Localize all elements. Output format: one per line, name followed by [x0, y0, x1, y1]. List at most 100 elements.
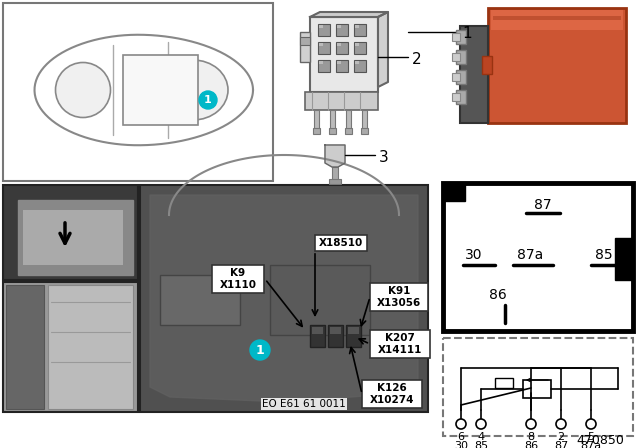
- Bar: [330, 110, 335, 132]
- Ellipse shape: [56, 63, 111, 117]
- Bar: [443, 183, 465, 201]
- Text: 85: 85: [474, 441, 488, 448]
- Text: 1: 1: [462, 26, 472, 42]
- Bar: [328, 325, 343, 347]
- Bar: [3, 3, 273, 181]
- Bar: [615, 238, 633, 280]
- Circle shape: [556, 419, 566, 429]
- Text: 5: 5: [588, 432, 595, 442]
- Bar: [23, 210, 123, 265]
- Bar: [456, 30, 466, 44]
- Bar: [305, 92, 378, 110]
- Bar: [443, 183, 633, 331]
- Bar: [491, 10, 623, 30]
- Bar: [313, 128, 320, 134]
- Polygon shape: [18, 200, 133, 275]
- Bar: [523, 380, 551, 398]
- Bar: [123, 55, 198, 125]
- Bar: [493, 16, 621, 20]
- Circle shape: [250, 340, 270, 360]
- Text: 6: 6: [458, 432, 465, 442]
- Bar: [318, 24, 330, 36]
- Bar: [345, 128, 352, 134]
- Bar: [346, 110, 351, 132]
- Bar: [370, 330, 430, 358]
- Bar: [355, 25, 359, 28]
- Bar: [212, 265, 264, 293]
- Bar: [354, 24, 366, 36]
- Bar: [48, 285, 133, 409]
- Text: 2: 2: [557, 432, 564, 442]
- Bar: [495, 378, 513, 388]
- Bar: [318, 42, 330, 54]
- Bar: [456, 70, 466, 84]
- Bar: [329, 179, 341, 184]
- Bar: [443, 338, 633, 436]
- Text: 86: 86: [524, 441, 538, 448]
- Bar: [270, 265, 370, 335]
- Text: 87: 87: [554, 441, 568, 448]
- Text: 30: 30: [465, 248, 483, 262]
- Text: 85: 85: [595, 248, 612, 262]
- Polygon shape: [325, 145, 345, 167]
- Bar: [362, 110, 367, 132]
- Circle shape: [199, 91, 217, 109]
- Bar: [310, 325, 325, 347]
- Polygon shape: [378, 12, 388, 87]
- Text: 87a: 87a: [580, 441, 602, 448]
- Bar: [310, 17, 378, 92]
- Bar: [315, 235, 367, 251]
- Text: 86: 86: [489, 288, 507, 302]
- Bar: [329, 128, 336, 134]
- Text: 8: 8: [527, 432, 534, 442]
- Text: 30: 30: [454, 441, 468, 448]
- Bar: [300, 37, 310, 45]
- Text: X18510: X18510: [319, 238, 363, 248]
- Bar: [3, 282, 138, 412]
- Bar: [346, 325, 361, 347]
- Bar: [456, 50, 466, 64]
- Text: K91
X13056: K91 X13056: [377, 286, 421, 308]
- Circle shape: [586, 419, 596, 429]
- Bar: [362, 380, 422, 408]
- Bar: [348, 327, 359, 334]
- Bar: [330, 327, 341, 334]
- Bar: [319, 61, 323, 64]
- Bar: [355, 61, 359, 64]
- Bar: [452, 53, 460, 61]
- Bar: [3, 185, 138, 280]
- Polygon shape: [310, 12, 388, 17]
- Bar: [337, 61, 341, 64]
- Bar: [370, 283, 428, 311]
- Text: 2: 2: [412, 52, 422, 66]
- Bar: [319, 43, 323, 46]
- Text: 1: 1: [255, 344, 264, 357]
- Bar: [160, 275, 240, 325]
- Bar: [337, 25, 341, 28]
- Text: K126
X10274: K126 X10274: [370, 383, 414, 405]
- Bar: [336, 60, 348, 72]
- Text: 470850: 470850: [576, 434, 624, 447]
- Polygon shape: [150, 195, 418, 402]
- Polygon shape: [35, 35, 253, 145]
- Bar: [300, 32, 310, 62]
- Bar: [452, 93, 460, 101]
- Text: EO E61 61 0011: EO E61 61 0011: [262, 399, 346, 409]
- Text: 4: 4: [477, 432, 484, 442]
- Bar: [355, 43, 359, 46]
- Bar: [337, 43, 341, 46]
- Bar: [314, 110, 319, 132]
- Bar: [336, 42, 348, 54]
- Text: 3: 3: [379, 150, 388, 164]
- Bar: [319, 25, 323, 28]
- Circle shape: [526, 419, 536, 429]
- Bar: [336, 24, 348, 36]
- Bar: [452, 33, 460, 41]
- Circle shape: [476, 419, 486, 429]
- Bar: [6, 285, 44, 409]
- Bar: [140, 185, 428, 412]
- Bar: [456, 90, 466, 104]
- Bar: [354, 42, 366, 54]
- Bar: [354, 60, 366, 72]
- Text: K9
X1110: K9 X1110: [220, 268, 257, 290]
